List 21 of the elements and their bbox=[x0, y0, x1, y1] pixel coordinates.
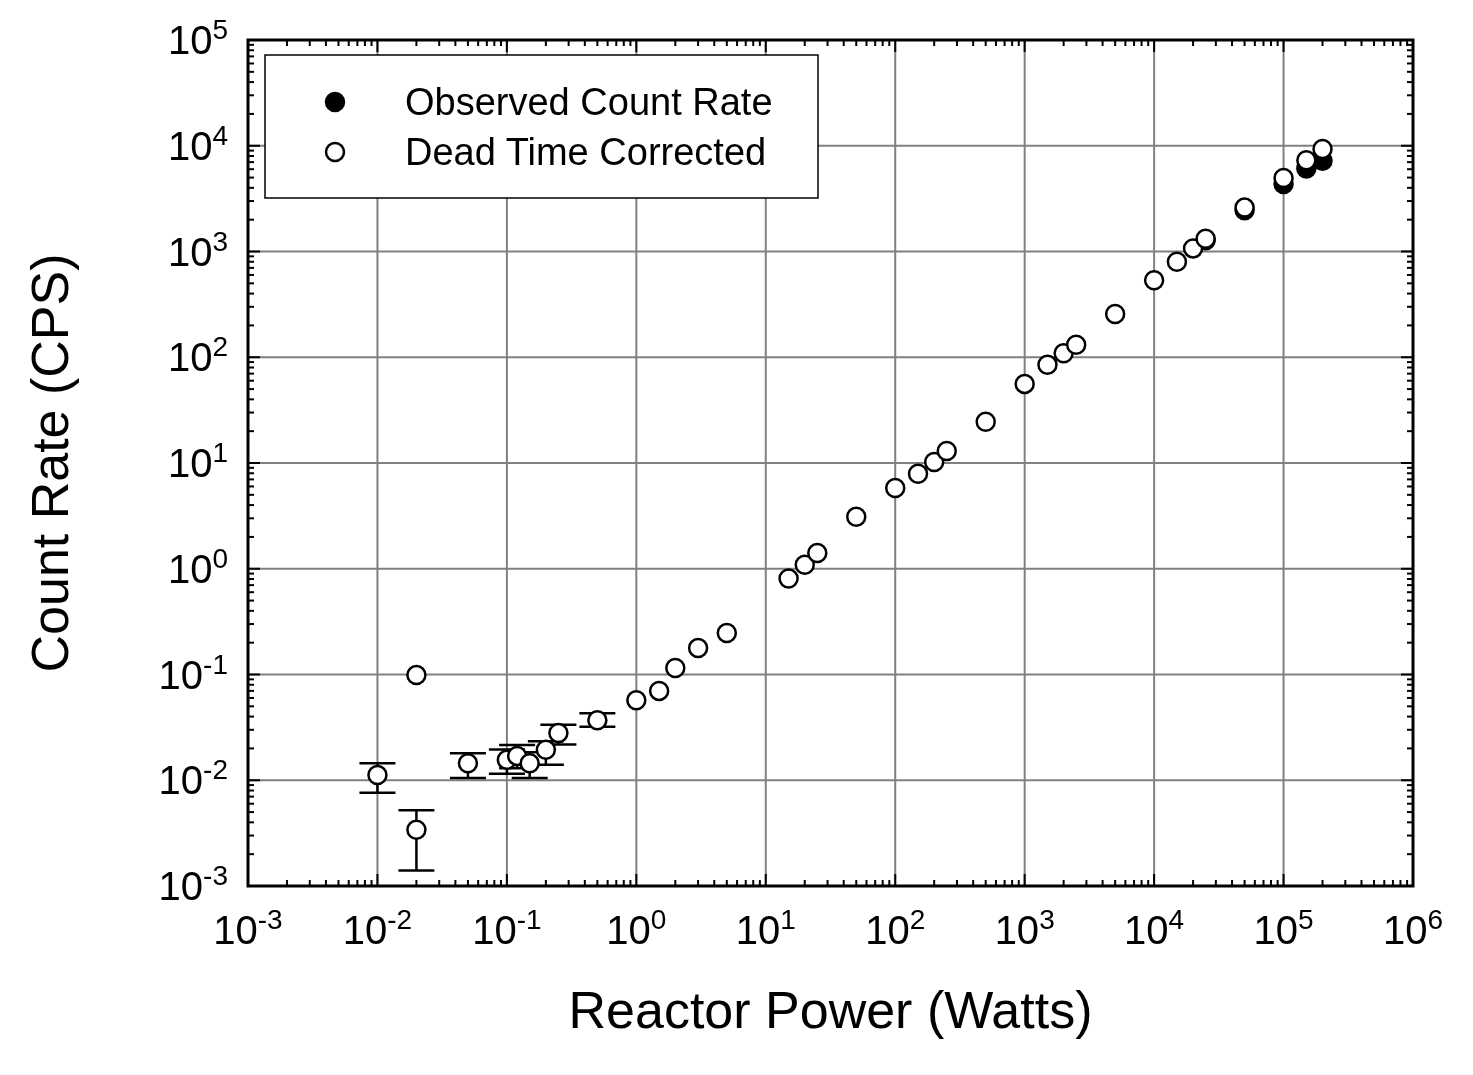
y-tick-label: 10$^{4}$ bbox=[167, 119, 228, 168]
y-tick-label: 10$^{-2}$ bbox=[158, 753, 228, 803]
y-tick-label: 10$^{-1}$ bbox=[158, 648, 228, 697]
x-tick-label: 10$^{-1}$ bbox=[472, 903, 542, 952]
x-tick-label: 10$^{2}$ bbox=[865, 903, 926, 952]
x-tick-label: 10$^{3}$ bbox=[994, 903, 1055, 952]
y-axis-title: Count Rate (CPS) bbox=[21, 253, 79, 673]
x-tick-label: 10$^{6}$ bbox=[1382, 903, 1444, 952]
legend-label: Observed Count Rate bbox=[405, 81, 773, 123]
x-tick-label: 10$^{-2}$ bbox=[342, 903, 413, 952]
y-tick-label: 10$^{5}$ bbox=[167, 13, 228, 62]
x-tick-label: 10$^{1}$ bbox=[735, 903, 796, 952]
y-tick-label: 10$^{3}$ bbox=[167, 225, 228, 274]
y-tick-label: 10$^{2}$ bbox=[167, 330, 228, 380]
y-tick-label: 10$^{0}$ bbox=[167, 542, 228, 591]
x-tick-label: 10$^{5}$ bbox=[1253, 903, 1314, 952]
x-tick-label: 10$^{4}$ bbox=[1124, 903, 1185, 952]
legend-label: Dead Time Corrected bbox=[405, 131, 767, 173]
y-tick-label: 10$^{1}$ bbox=[167, 436, 228, 485]
x-tick-label: 10$^{0}$ bbox=[606, 903, 667, 952]
x-axis-title: Reactor Power (Watts) bbox=[568, 981, 1093, 1039]
